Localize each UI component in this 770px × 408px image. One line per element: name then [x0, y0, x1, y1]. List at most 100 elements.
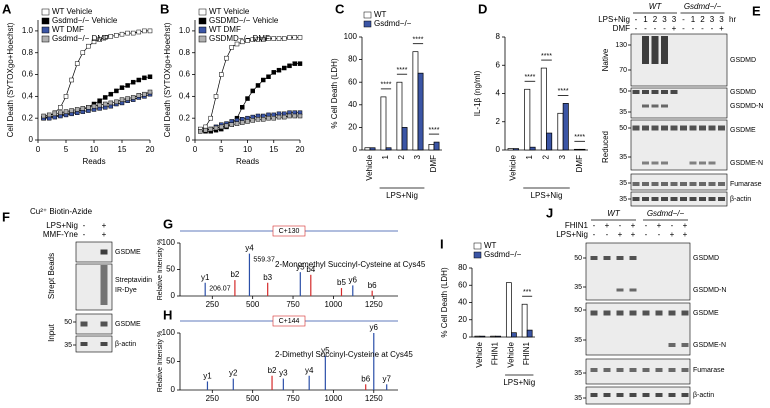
point	[63, 109, 69, 114]
x-tick-label: 2	[397, 154, 406, 159]
peak-label: b2	[230, 270, 239, 279]
significance: ****	[429, 127, 440, 134]
x-tick-label: 15	[269, 145, 278, 154]
y-tick-label: 8	[496, 32, 501, 41]
point	[287, 63, 292, 69]
modification-box	[272, 315, 306, 327]
band	[100, 342, 108, 346]
band	[668, 310, 676, 316]
point	[108, 91, 114, 97]
band-label: β-actin	[693, 392, 714, 399]
x-tick-label: 0	[193, 145, 198, 154]
point	[245, 119, 250, 124]
band	[632, 197, 640, 201]
significance: ****	[574, 134, 585, 141]
point	[91, 39, 97, 45]
lane-label: +	[631, 230, 636, 239]
legend-label: WT DMF	[209, 25, 241, 34]
point	[198, 129, 203, 134]
panel-label: A	[2, 1, 12, 16]
point	[245, 38, 250, 43]
group-label: Gsdmd−/−	[684, 2, 722, 11]
point	[213, 125, 219, 131]
legend-label: Gsdmd−/− Vehicle	[52, 16, 118, 25]
x-tick-label: 1250	[365, 300, 383, 309]
y-axis-label: % Cell Death (LDH)	[330, 58, 339, 129]
legend-swatch	[41, 35, 50, 43]
x-tick-label: 250	[206, 300, 220, 309]
band	[670, 182, 678, 186]
lane-label: -	[663, 24, 666, 33]
point	[208, 115, 213, 121]
band	[80, 321, 88, 327]
point	[245, 96, 250, 101]
band	[651, 182, 659, 186]
lane-label: +	[618, 230, 623, 239]
y-tick-label: 80	[348, 55, 357, 64]
point	[74, 61, 80, 66]
legend-swatch	[473, 251, 482, 259]
band	[642, 125, 649, 131]
section-label: Reduced	[601, 131, 610, 163]
band-label: GSDME-N	[693, 342, 726, 349]
point	[108, 100, 114, 106]
x-tick-label: 2	[542, 154, 551, 159]
x-tick-label: 10	[243, 145, 252, 154]
point	[213, 94, 219, 99]
group-label: LPS+Nig	[503, 378, 535, 387]
y-tick-label: 50	[166, 265, 175, 274]
significance: ****	[558, 88, 569, 95]
bar	[579, 148, 586, 151]
point	[147, 74, 153, 79]
lane-label: 2	[653, 15, 658, 24]
group-label: LPS+Nig	[531, 191, 563, 200]
legend-label: WT Vehicle	[209, 7, 250, 16]
panel-label: J	[546, 205, 553, 220]
band-label: β-actin	[115, 341, 136, 348]
band	[603, 310, 611, 316]
band-label: GSDME	[115, 249, 141, 256]
blot-strip	[75, 241, 113, 263]
marker-label: 50	[64, 319, 72, 326]
marker-label: 35	[574, 395, 582, 402]
point	[58, 105, 63, 110]
section-label: Strept Beads	[47, 253, 56, 299]
band	[718, 197, 725, 201]
lane-label: 2	[700, 15, 705, 24]
bar	[364, 147, 371, 151]
y-tick-label: 0.8	[22, 48, 34, 57]
legend-label: WT Vehicle	[52, 7, 93, 16]
band	[616, 310, 624, 316]
group-label: WT	[607, 209, 621, 218]
band	[718, 125, 725, 131]
lane-label: -	[692, 24, 695, 33]
y-axis-label: Cell Death (SYTOXgo+Hoechst)	[163, 22, 172, 137]
lane-label: -	[83, 230, 86, 239]
x-tick-label: 3	[558, 154, 567, 159]
point	[52, 111, 58, 117]
lane-label: -	[645, 221, 648, 230]
significance: ****	[381, 82, 392, 89]
lane-label: -	[682, 24, 685, 33]
band	[681, 343, 689, 347]
peak-label: y7	[382, 374, 391, 383]
band	[689, 197, 697, 201]
point	[224, 55, 229, 61]
band-label: GSDMD	[693, 255, 719, 262]
point	[80, 106, 86, 111]
lane-label: -	[593, 230, 596, 239]
row-label: MMF-Yne	[43, 230, 79, 239]
spectrum-title: 2-Dimethyl Succinyl-Cysteine at Cys45	[275, 350, 413, 359]
band	[689, 161, 697, 165]
x-tick-label: FHIN1	[522, 341, 531, 365]
x-tick-label: 500	[246, 394, 260, 403]
point	[130, 95, 136, 100]
y-tick-label: 60	[348, 77, 357, 86]
legend-swatch	[198, 35, 207, 43]
y-tick-label: 0.8	[179, 48, 191, 57]
y-tick-label: 80	[458, 263, 467, 272]
band	[668, 368, 676, 372]
band-label: GSDMD	[730, 57, 756, 64]
band	[661, 197, 668, 201]
